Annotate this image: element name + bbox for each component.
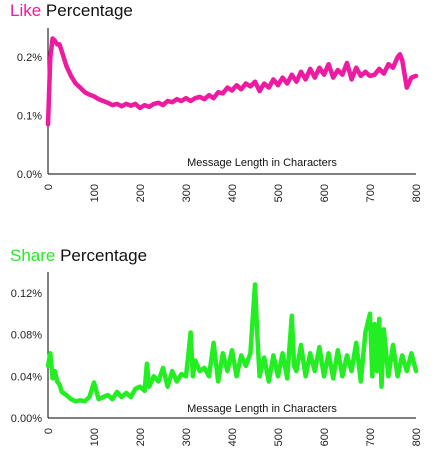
like-chart-title: Like Percentage: [10, 1, 133, 20]
share-y-tick-label: 0.08%: [11, 330, 42, 342]
share-series-line: [45, 282, 419, 404]
share-x-tick-label: 700: [365, 428, 377, 446]
like-x-tick-label: 400: [227, 184, 239, 202]
share-x-axis-label: Message Length in Characters: [187, 403, 337, 415]
like-x-tick-label: 500: [273, 184, 285, 202]
share-x-tick-label: 200: [135, 428, 147, 446]
like-x-tick-label: 200: [135, 184, 147, 202]
like-title-rest: Percentage: [41, 1, 133, 20]
like-x-tick-label: 600: [319, 184, 331, 202]
like-x-tick-label: 700: [365, 184, 377, 202]
share-title-keyword: Share: [10, 246, 55, 265]
share-x-tick-label: 500: [273, 428, 285, 446]
like-percentage-chart: Like Percentage 0.0% 0.1% 0.2% 0 100 200 300 400…: [10, 1, 423, 202]
share-x-tick-label: 0: [43, 428, 55, 434]
share-x-tick-label: 100: [89, 428, 101, 446]
like-y-tick-label: 0.2%: [17, 52, 42, 64]
like-x-axis-label: Message Length in Characters: [187, 157, 337, 169]
like-y-tick-label: 0.0%: [17, 169, 42, 181]
share-y-tick-label: 0.12%: [11, 288, 42, 300]
like-x-tick-label: 300: [181, 184, 193, 202]
share-y-tick-label: 0.00%: [11, 413, 42, 425]
share-percentage-chart: Share Percentage 0.00% 0.04% 0.08% 0.12% 0 100…: [10, 246, 423, 446]
share-chart-title: Share Percentage: [10, 246, 147, 265]
share-x-tick-label: 600: [319, 428, 331, 446]
like-x-tick-label: 800: [411, 184, 423, 202]
share-y-tick-label: 0.04%: [11, 371, 42, 383]
share-x-tick-label: 400: [227, 428, 239, 446]
share-x-tick-label: 300: [181, 428, 193, 446]
like-y-tick-label: 0.1%: [17, 111, 42, 123]
like-title-keyword: Like: [10, 1, 41, 20]
share-x-tick-label: 800: [411, 428, 423, 446]
like-series-line: [45, 36, 419, 127]
share-title-rest: Percentage: [55, 246, 147, 265]
like-x-tick-label: 0: [43, 184, 55, 190]
like-x-tick-label: 100: [89, 184, 101, 202]
